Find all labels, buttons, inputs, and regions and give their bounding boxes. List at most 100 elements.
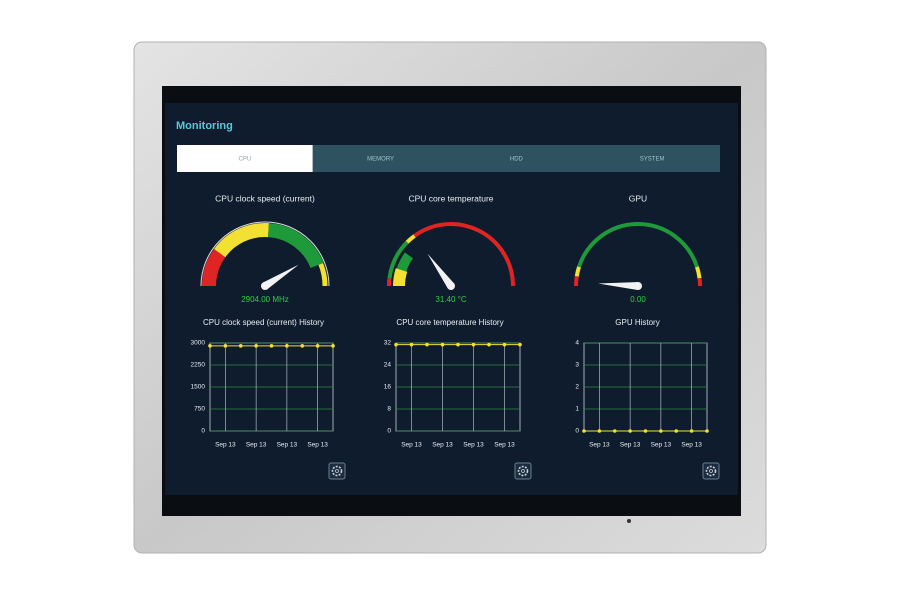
settings-button[interactable] <box>514 462 532 480</box>
gauge-readout: 31.40 °C <box>435 295 466 304</box>
x-tick-label: Sep 13 <box>681 442 702 449</box>
gauge-title: CPU core temperature <box>408 193 493 203</box>
gauge-band <box>413 222 515 287</box>
data-point <box>409 342 414 347</box>
chart-title: CPU clock speed (current) History <box>203 318 324 327</box>
gauge-readout: 0.00 <box>630 295 646 304</box>
settings-icon-center <box>521 469 525 473</box>
y-tick-label: 1500 <box>191 384 206 391</box>
data-point <box>643 429 648 433</box>
data-point <box>487 342 491 347</box>
tab[interactable] <box>584 145 720 172</box>
settings-icon <box>331 465 343 477</box>
gauge-readout: 2904.00 MHz <box>241 295 289 304</box>
data-point <box>597 429 602 433</box>
data-point <box>502 342 507 347</box>
data-point <box>394 342 398 347</box>
gauge-needle <box>598 282 639 290</box>
y-tick-label: 16 <box>384 384 392 391</box>
y-tick-label: 2250 <box>191 362 206 369</box>
tab[interactable] <box>312 145 449 172</box>
data-point <box>223 344 228 348</box>
gauge-hub <box>447 282 455 290</box>
data-point <box>689 429 694 433</box>
tab-label: SYSTEM <box>640 157 665 163</box>
x-tick-label: Sep 13 <box>589 442 610 449</box>
x-tick-label: Sep 13 <box>277 442 298 449</box>
settings-icon <box>705 465 717 477</box>
y-tick-label: 1 <box>575 406 579 413</box>
x-tick-label: Sep 13 <box>463 442 484 449</box>
data-point <box>208 344 212 348</box>
tab[interactable] <box>448 145 585 172</box>
gauge-band <box>695 266 702 279</box>
x-tick-label: Sep 13 <box>307 442 328 449</box>
chart-title: GPU History <box>615 318 659 327</box>
gauge-title: GPU <box>629 193 647 203</box>
x-tick-label: Sep 13 <box>432 442 453 449</box>
data-point <box>456 342 460 347</box>
settings-icon-center <box>709 469 713 473</box>
x-tick-label: Sep 13 <box>246 442 267 449</box>
gauge-band <box>202 248 226 287</box>
x-tick-label: Sep 13 <box>401 442 422 449</box>
chart-title: CPU core temperature History <box>396 318 503 327</box>
tab-label: HDD <box>510 157 524 163</box>
content: CPU MEMORY HDD SYSTEM CPU clock speed (curre… <box>177 145 720 480</box>
tab-label: CPU <box>239 157 252 163</box>
data-point <box>315 344 320 348</box>
gauge-hub <box>634 282 642 290</box>
y-tick-label: 3 <box>575 362 579 369</box>
app-title: Monitoring <box>176 120 233 132</box>
data-point <box>331 344 335 348</box>
gauge-band <box>387 240 409 279</box>
tab[interactable] <box>177 145 313 172</box>
data-point <box>238 344 243 348</box>
y-tick-label: 0 <box>575 428 579 435</box>
gauge-band <box>318 262 328 287</box>
y-tick-label: 2 <box>575 384 579 391</box>
data-point <box>471 342 476 347</box>
x-tick-label: Sep 13 <box>494 442 515 449</box>
y-tick-label: 4 <box>575 340 579 347</box>
data-point <box>285 344 289 348</box>
data-point <box>518 342 522 347</box>
sensor <box>627 519 631 523</box>
settings-icon-center <box>335 469 339 473</box>
y-tick-label: 750 <box>194 406 205 413</box>
gauge-title: CPU clock speed (current) <box>215 193 315 203</box>
x-tick-label: Sep 13 <box>215 442 236 449</box>
data-point <box>300 344 305 348</box>
x-tick-label: Sep 13 <box>651 442 672 449</box>
data-point <box>269 344 274 348</box>
settings-icon <box>517 465 529 477</box>
gauge-band <box>393 268 408 287</box>
gauge-band <box>574 275 579 287</box>
y-tick-label: 32 <box>384 340 392 347</box>
gauge-needle <box>427 253 455 289</box>
y-tick-label: 8 <box>387 406 391 413</box>
data-point <box>659 429 663 433</box>
y-tick-label: 0 <box>387 428 391 435</box>
gauge-band <box>574 266 581 277</box>
data-point <box>674 429 679 433</box>
gauge-band <box>577 222 699 268</box>
gauge-band <box>214 223 269 258</box>
gauge-needle <box>262 264 299 290</box>
y-tick-label: 0 <box>201 428 205 435</box>
settings-button[interactable] <box>328 462 346 480</box>
tab-label: MEMORY <box>367 157 394 163</box>
data-point <box>705 429 709 433</box>
data-point <box>425 342 429 347</box>
gauge-band <box>200 221 330 287</box>
data-point <box>254 344 258 348</box>
data-point <box>582 429 586 433</box>
y-tick-label: 24 <box>384 362 392 369</box>
gauge-band <box>396 252 414 272</box>
gauge-band <box>405 234 416 244</box>
settings-button[interactable] <box>702 462 720 480</box>
data-point <box>612 429 617 433</box>
data-point <box>628 429 632 433</box>
gauge-band <box>267 223 324 269</box>
gauge-hub <box>261 282 269 290</box>
